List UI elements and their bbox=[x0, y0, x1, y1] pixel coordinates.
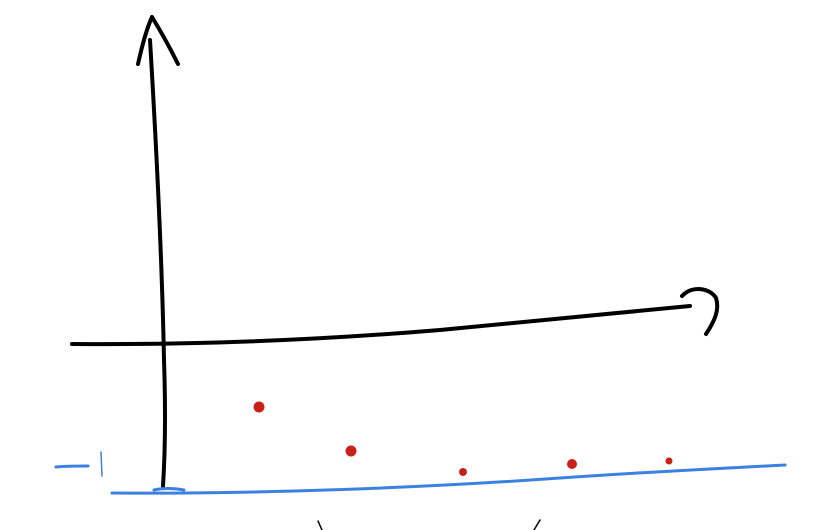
data-point bbox=[253, 401, 265, 413]
baseline-origin-scribble bbox=[152, 487, 186, 492]
data-point bbox=[459, 468, 467, 476]
y-axis bbox=[136, 15, 180, 488]
data-point bbox=[345, 445, 357, 457]
stray-marks bbox=[317, 519, 541, 530]
baseline bbox=[54, 451, 787, 495]
baseline-left-dash bbox=[54, 464, 90, 469]
data-point bbox=[567, 459, 577, 469]
baseline-line bbox=[110, 463, 787, 495]
x-axis bbox=[70, 287, 720, 347]
x-axis-line bbox=[70, 304, 692, 347]
stray-mark bbox=[533, 519, 541, 530]
data-point bbox=[665, 457, 673, 465]
data-points bbox=[253, 401, 673, 476]
arrowhead-up-icon bbox=[136, 15, 180, 66]
y-axis-line bbox=[148, 38, 168, 488]
arrowhead-right-icon bbox=[680, 287, 720, 336]
stray-mark bbox=[317, 520, 323, 530]
baseline-tick-mark bbox=[100, 451, 103, 477]
